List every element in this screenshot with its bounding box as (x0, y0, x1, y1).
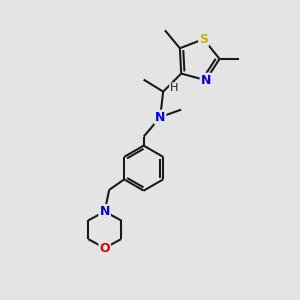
Text: N: N (155, 111, 165, 124)
Text: S: S (199, 33, 208, 46)
Text: N: N (100, 205, 110, 218)
Text: H: H (170, 83, 178, 93)
Text: N: N (100, 205, 110, 218)
Text: N: N (201, 74, 211, 87)
Text: O: O (99, 242, 110, 255)
